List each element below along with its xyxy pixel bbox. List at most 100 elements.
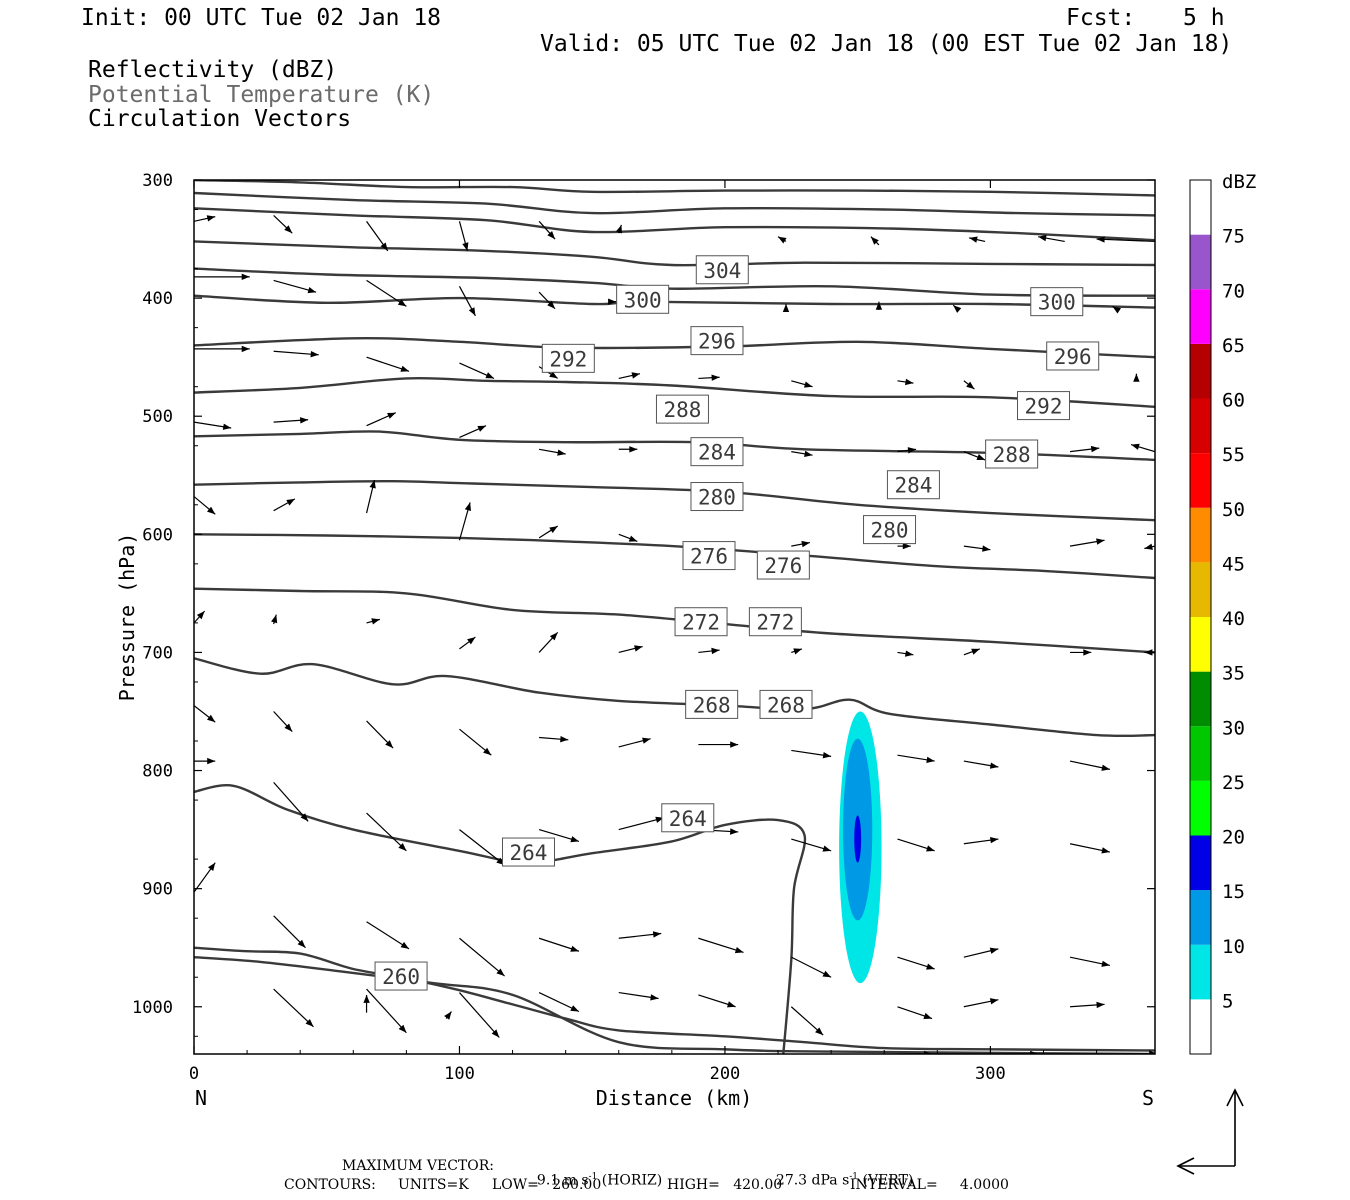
vector-shaft <box>366 812 407 852</box>
vector-shaft <box>273 781 309 822</box>
contour-label: 288 <box>655 394 709 424</box>
circulation-vector <box>1038 234 1065 243</box>
circulation-vector <box>1069 445 1100 453</box>
circulation-vector <box>1130 443 1155 453</box>
contour-label-box <box>690 482 744 512</box>
vector-arrowhead <box>924 1050 932 1054</box>
max-vector-label: MAXIMUM VECTOR: <box>342 1158 494 1174</box>
vector-arrowhead <box>483 747 492 756</box>
vector-arrowhead <box>926 963 935 970</box>
contours-label: CONTOURS: <box>284 1177 376 1193</box>
circulation-vector <box>366 720 394 749</box>
vector-arrowhead <box>207 714 216 723</box>
vector-arrowhead <box>1112 306 1121 314</box>
colorbar-segment <box>1190 398 1211 454</box>
vector-arrowhead <box>1101 960 1110 967</box>
vector-arrowhead <box>241 273 250 280</box>
circulation-vector <box>366 618 380 625</box>
circulation-vector <box>963 947 999 958</box>
x-tick-label: 200 <box>710 1064 741 1084</box>
circulation-vector <box>618 372 641 380</box>
reflectivity-layer <box>839 711 882 984</box>
vector-arrowhead <box>982 545 991 552</box>
contour-label-text: 272 <box>682 611 720 635</box>
circulation-vector <box>875 301 883 310</box>
vector-arrowhead <box>822 970 832 978</box>
circulation-vector <box>791 648 803 655</box>
circulation-vector <box>618 446 638 453</box>
vector-arrowhead <box>815 1027 824 1036</box>
circulation-vector <box>194 705 216 723</box>
vector-arrowhead <box>989 947 999 954</box>
circulation-vector <box>194 345 250 353</box>
circulation-vector <box>538 631 559 653</box>
circulation-vector <box>273 279 317 294</box>
vector-arrowhead <box>990 837 999 844</box>
vector-arrowhead <box>971 648 980 655</box>
vector-arrowhead <box>464 502 471 511</box>
circulation-vector <box>870 236 880 246</box>
contour-label: 292 <box>541 343 595 373</box>
vector-arrowhead <box>608 298 617 305</box>
vector-arrowhead <box>1149 1050 1155 1054</box>
circulation-vector <box>897 1006 933 1020</box>
vector-arrowhead <box>822 752 832 759</box>
contour-label: 288 <box>985 439 1039 469</box>
vector-arrowhead <box>371 618 380 625</box>
theta-contour-260 <box>194 956 1155 1054</box>
contour-label: 276 <box>756 550 810 580</box>
circulation-vector <box>459 992 500 1038</box>
vector-arrowhead <box>875 301 883 310</box>
y-tick-label: 300 <box>142 171 173 191</box>
vector-arrowhead <box>271 614 278 624</box>
y-axis-label: Pressure (hPa) <box>115 533 139 702</box>
y-tick-label: 900 <box>142 880 173 900</box>
theta-contour-264 <box>194 946 1155 1052</box>
colorbar-segment <box>1190 999 1211 1054</box>
vector-arrowhead <box>650 994 659 1001</box>
contour-label: 296 <box>690 326 744 356</box>
circulation-vector <box>366 356 410 372</box>
horiz-value: 9.1 m s <box>536 1172 589 1189</box>
colorbar-segment <box>1190 343 1211 399</box>
theta-contour-304 <box>194 267 1155 297</box>
vector-arrowhead <box>467 637 476 645</box>
circulation-vector <box>363 994 370 1013</box>
contour-label-text: 296 <box>1054 345 1092 369</box>
colorbar-segment <box>1190 890 1211 945</box>
vector-arrowhead <box>652 931 662 938</box>
vector-arrowhead <box>926 756 935 763</box>
circulation-vector <box>963 837 999 845</box>
vector-arrowhead <box>387 412 396 419</box>
colorbar-segment <box>1190 835 1211 891</box>
theta-contour-292 <box>194 376 1155 408</box>
circulation-vector <box>458 502 471 541</box>
field-reflectivity: Reflectivity (dBZ) <box>88 57 338 83</box>
contour-label-box <box>685 689 739 719</box>
contour-label-text: 300 <box>1038 291 1076 315</box>
circulation-vector <box>791 450 813 457</box>
circulation-vector <box>194 862 216 893</box>
colorbar-level-label: 70 <box>1222 280 1245 302</box>
contour-label: 292 <box>1017 391 1071 421</box>
vector-arrowhead <box>400 941 409 949</box>
colorbar-level-label: 20 <box>1222 827 1245 849</box>
contour-label-box <box>674 607 728 637</box>
circulation-vector <box>366 220 389 252</box>
vector-arrowhead <box>485 372 494 379</box>
vector-arrowhead <box>822 845 832 852</box>
circulation-vector <box>366 988 407 1034</box>
vector-arrowhead <box>711 647 720 655</box>
contour-label-text: 280 <box>871 519 909 543</box>
circulation-vector <box>791 380 813 388</box>
vector-arrowhead <box>804 381 813 388</box>
vector-arrowhead <box>286 498 295 506</box>
circulation-vector <box>791 540 811 548</box>
vector-arrowhead <box>196 611 205 620</box>
vector-arrowhead <box>801 540 810 548</box>
theta-contour-296 <box>194 337 1155 359</box>
circulation-vector <box>273 214 293 234</box>
valid-time: Valid: 05 UTC Tue 02 Jan 18 (00 EST Tue … <box>540 31 1233 57</box>
vector-arrowhead <box>284 723 293 732</box>
vector-shaft <box>459 829 505 866</box>
